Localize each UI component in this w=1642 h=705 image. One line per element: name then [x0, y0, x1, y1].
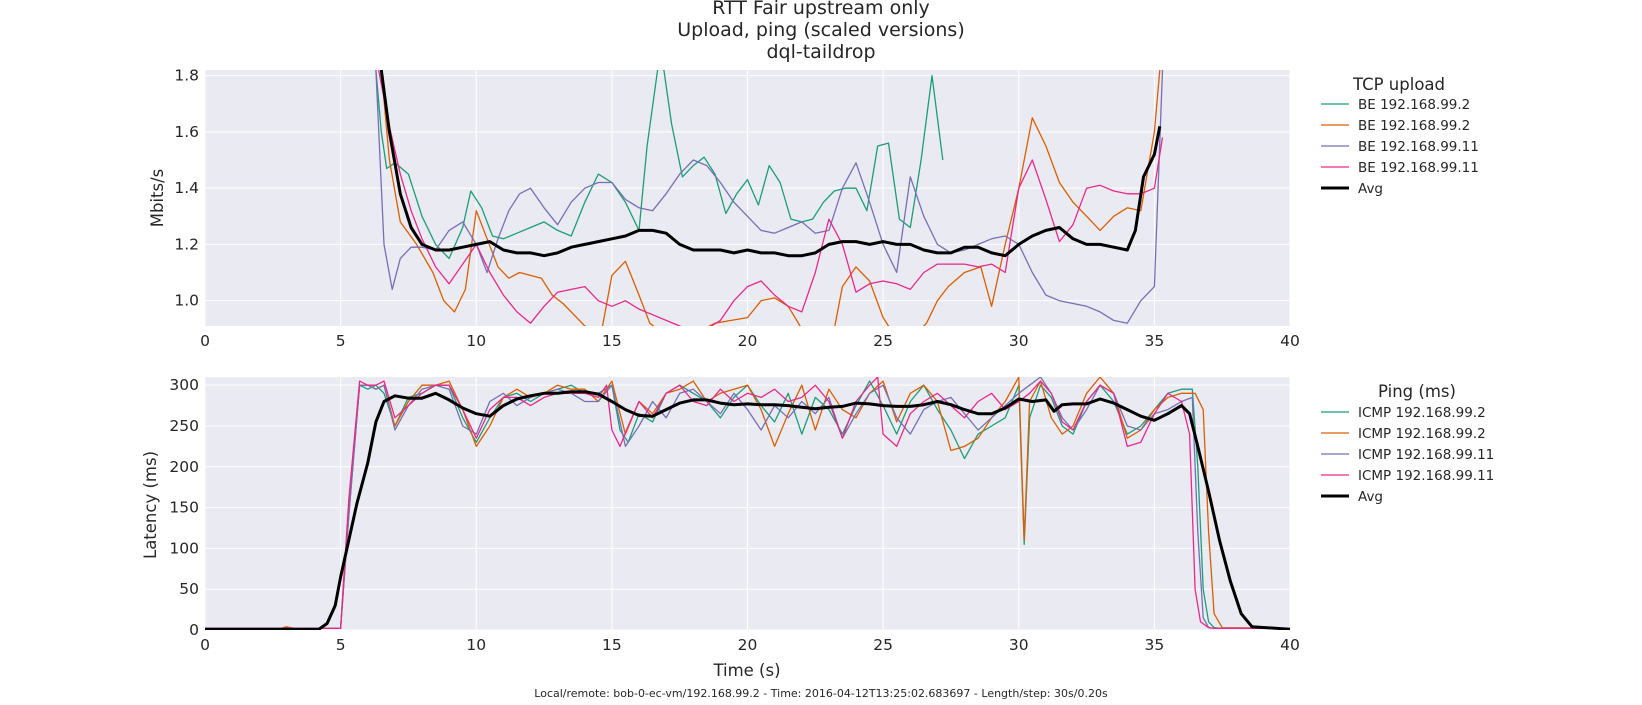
ping-x-axis-label: Time (s)	[712, 661, 780, 680]
upload-legend: TCP upload BE 192.168.99.2 BE 192.168.99.…	[1321, 75, 1479, 197]
upload-legend-label: BE 192.168.99.2	[1358, 97, 1470, 113]
upload-series-lines	[375, 70, 1164, 326]
ping-y-tick-label: 200	[169, 458, 199, 476]
ping-legend-label: ICMP 192.168.99.11	[1358, 447, 1494, 463]
ping-x-tick-label: 30	[1009, 636, 1029, 654]
upload-x-tick-label: 10	[466, 332, 486, 350]
figure-title-line-2: Upload, ping (scaled versions)	[677, 19, 965, 41]
upload-y-tick-label: 1.0	[174, 292, 199, 310]
upload-series-line-1	[380, 70, 1161, 326]
figure-footer: Local/remote: bob-0-ec-vm/192.168.99.2 -…	[534, 687, 1108, 700]
ping-x-tick-label: 20	[738, 636, 758, 654]
upload-x-tick-label: 30	[1009, 332, 1029, 350]
figure-title-line-3: dql-taildrop	[766, 41, 875, 63]
upload-legend-title: TCP upload	[1352, 75, 1445, 94]
figure-title-line-1: RTT Fair upstream only	[712, 0, 930, 19]
ping-x-tick-label: 25	[873, 636, 893, 654]
ping-y-tick-label: 300	[169, 376, 199, 394]
upload-legend-label: Avg	[1358, 181, 1383, 197]
ping-legend-label: ICMP 192.168.99.2	[1358, 405, 1486, 421]
upload-x-tick-label: 0	[200, 332, 210, 350]
ping-legend-label: ICMP 192.168.99.2	[1358, 426, 1486, 442]
ping-x-tick-label: 35	[1145, 636, 1165, 654]
upload-series-line-0	[375, 70, 944, 260]
ping-series	[205, 377, 1290, 630]
upload-y-tick-label: 1.8	[174, 67, 199, 85]
ping-x-tick-label: 10	[466, 636, 486, 654]
ping-y-axis-label: Latency (ms)	[141, 451, 160, 559]
upload-y-tick-label: 1.6	[174, 123, 199, 141]
upload-y-tick-label: 1.2	[174, 235, 199, 253]
ping-y-tick-label: 50	[179, 580, 199, 598]
upload-x-tick-label: 25	[873, 332, 893, 350]
ping-tick-labels: 0 5 10 15 20 25 30 35 40 0 50 100 150 200 250 300	[169, 376, 1299, 654]
ping-series-lines	[205, 377, 1290, 630]
upload-tick-labels: 0 5 10 15 20 25 30 35 40 1.0 1.2 1.4 1.6 1.8	[174, 67, 1300, 350]
upload-x-tick-label: 20	[738, 332, 758, 350]
upload-legend-label: BE 192.168.99.11	[1358, 139, 1479, 155]
ping-legend: Ping (ms) ICMP 192.168.99.2 ICMP 192.168.…	[1321, 382, 1494, 505]
upload-x-tick-label: 5	[336, 332, 346, 350]
upload-x-tick-label: 35	[1145, 332, 1165, 350]
upload-series-line-4	[379, 70, 1162, 258]
upload-y-axis-label: Mbits/s	[148, 169, 167, 228]
ping-legend-label: ICMP 192.168.99.11	[1358, 468, 1494, 484]
ping-x-tick-label: 15	[602, 636, 622, 654]
upload-series-line-2	[375, 70, 1164, 324]
upload-series-line-3	[377, 70, 1164, 326]
upload-chart: 0 5 10 15 20 25 30 35 401.01.21.41.61.8 Mbits/s …	[148, 67, 1479, 350]
ping-x-tick-label: 5	[336, 636, 346, 654]
ping-y-tick-label: 150	[169, 499, 199, 517]
upload-series	[375, 70, 1164, 326]
ping-gridlines	[204, 377, 1291, 631]
ping-y-tick-label: 0	[189, 621, 199, 639]
ping-chart: 0 5 10 15 20 25 30 35 40 0 50 100 150 200 250 300 Laten…	[141, 376, 1494, 680]
ping-y-tick-label: 100	[169, 539, 199, 557]
upload-legend-label: BE 192.168.99.2	[1358, 118, 1470, 134]
ping-series-line-1	[205, 377, 1290, 630]
upload-y-tick-label: 1.4	[174, 179, 199, 197]
upload-legend-label: BE 192.168.99.11	[1358, 160, 1479, 176]
upload-x-tick-label: 40	[1280, 332, 1300, 350]
ping-series-line-2	[205, 377, 1290, 630]
ping-x-tick-label: 40	[1280, 636, 1300, 654]
upload-x-tick-label: 15	[602, 332, 622, 350]
ping-series-line-3	[205, 377, 1290, 630]
ping-x-tick-label: 0	[200, 636, 210, 654]
upload-gridlines	[204, 70, 1291, 326]
ping-legend-title: Ping (ms)	[1378, 382, 1456, 401]
ping-legend-label: Avg	[1358, 489, 1383, 505]
ping-y-tick-label: 250	[169, 417, 199, 435]
ping-series-line-4	[205, 390, 1290, 630]
